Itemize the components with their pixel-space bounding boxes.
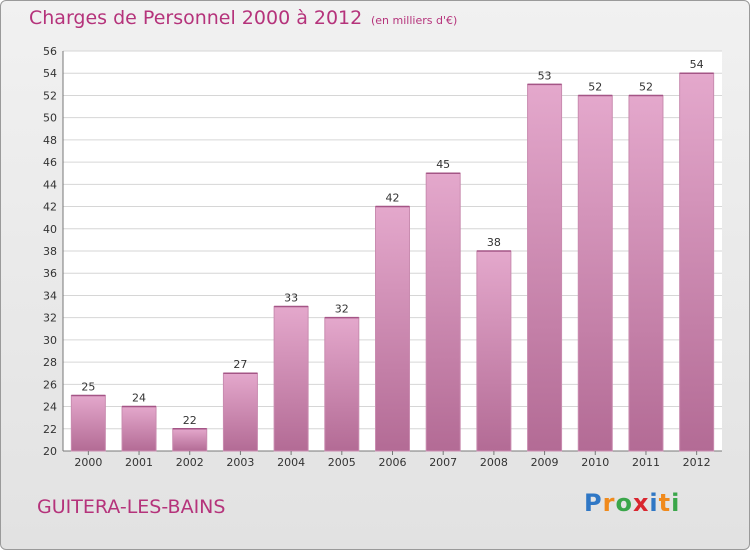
bar: [527, 83, 563, 452]
logo-letter: r: [602, 489, 616, 517]
y-tick-label: 20: [43, 445, 57, 458]
bar: [172, 428, 208, 452]
bar: [273, 306, 309, 452]
commune-name: GUITERA-LES-BAINS: [37, 496, 226, 518]
y-tick-label: 24: [43, 401, 57, 414]
data-label: 38: [487, 236, 501, 249]
x-tick-label: 2000: [74, 456, 102, 469]
bar: [121, 406, 157, 452]
x-tick-label: 2001: [125, 456, 153, 469]
x-tick-label: 2002: [176, 456, 204, 469]
bar: [70, 394, 106, 452]
x-tick-label: 2010: [581, 456, 609, 469]
x-tick-label: 2011: [632, 456, 660, 469]
data-label: 32: [335, 303, 349, 316]
y-tick-label: 54: [43, 67, 57, 80]
y-tick-label: 22: [43, 423, 57, 436]
logo-letter: o: [615, 489, 633, 517]
x-tick-label: 2007: [429, 456, 457, 469]
y-tick-label: 34: [43, 289, 57, 302]
y-tick-label: 56: [43, 45, 57, 58]
logo-letter: x: [632, 489, 650, 517]
y-tick-label: 32: [43, 312, 57, 325]
data-label: 27: [233, 358, 247, 371]
bar: [679, 72, 715, 452]
x-tick-label: 2006: [379, 456, 407, 469]
data-label: 52: [588, 80, 602, 93]
y-tick-label: 26: [43, 378, 57, 391]
y-tick-label: 48: [43, 134, 57, 147]
x-tick-label: 2012: [683, 456, 711, 469]
y-tick-label: 46: [43, 156, 57, 169]
logo-letter: P: [584, 489, 603, 517]
y-tick-label: 50: [43, 112, 57, 125]
y-tick-label: 44: [43, 178, 57, 191]
y-tick-label: 36: [43, 267, 57, 280]
bar: [476, 250, 512, 452]
proxiti-logo: Proxiti: [584, 489, 680, 517]
logo-letter: t: [658, 489, 672, 517]
x-tick-label: 2004: [277, 456, 305, 469]
data-label: 54: [690, 58, 704, 71]
data-label: 52: [639, 80, 653, 93]
x-tick-label: 2009: [531, 456, 559, 469]
x-tick-label: 2003: [226, 456, 254, 469]
chart-title: Charges de Personnel 2000 à 2012: [29, 7, 363, 29]
y-tick-label: 28: [43, 356, 57, 369]
data-label: 33: [284, 292, 298, 305]
bar: [628, 94, 664, 452]
bar: [425, 172, 461, 452]
y-tick-label: 42: [43, 201, 57, 214]
chart-subtitle: (en milliers d'€): [371, 14, 458, 27]
data-label: 22: [183, 414, 197, 427]
logo-letter: i: [649, 489, 659, 517]
logo-letter: i: [671, 489, 681, 517]
data-label: 24: [132, 392, 146, 405]
y-tick-label: 30: [43, 334, 57, 347]
bar: [577, 94, 613, 452]
x-tick-label: 2008: [480, 456, 508, 469]
x-tick-label: 2005: [328, 456, 356, 469]
y-tick-label: 40: [43, 223, 57, 236]
y-tick-label: 52: [43, 89, 57, 102]
data-label: 53: [538, 69, 552, 82]
bar: [324, 317, 360, 452]
data-label: 45: [436, 158, 450, 171]
bar: [375, 206, 410, 452]
data-label: 25: [81, 380, 95, 393]
data-label: 42: [386, 192, 400, 205]
bar: [222, 372, 258, 452]
y-tick-label: 38: [43, 245, 57, 258]
